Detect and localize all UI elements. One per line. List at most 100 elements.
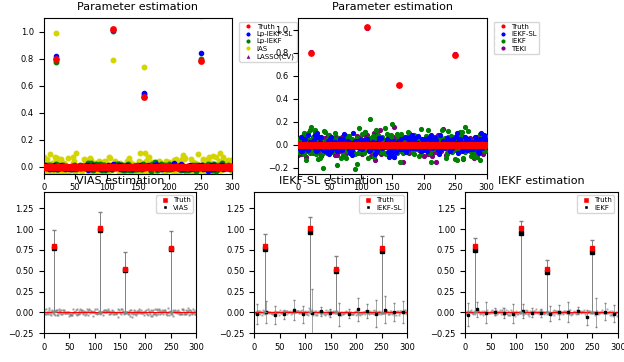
Point <box>163 309 173 315</box>
Point <box>213 164 223 170</box>
Point <box>585 310 595 316</box>
Point <box>165 164 175 170</box>
Point <box>326 142 336 148</box>
Point <box>565 310 575 316</box>
Point <box>70 164 80 170</box>
Point <box>154 164 164 170</box>
Point <box>468 311 478 317</box>
Point <box>55 163 65 169</box>
Point <box>394 142 404 147</box>
Point <box>124 164 134 170</box>
Point <box>208 164 218 170</box>
Point <box>144 154 154 160</box>
Point <box>209 161 219 167</box>
Point <box>316 310 326 316</box>
Point <box>180 156 190 161</box>
Point <box>343 146 353 151</box>
Point <box>457 142 467 148</box>
Point <box>324 140 334 146</box>
Point <box>164 312 174 318</box>
Point <box>344 142 354 148</box>
Point <box>356 148 366 154</box>
Point <box>75 164 85 170</box>
Point <box>69 164 79 170</box>
Point <box>46 312 56 318</box>
Point <box>57 165 67 171</box>
Point <box>306 143 316 149</box>
Point <box>329 310 339 315</box>
Point <box>157 164 167 170</box>
Point <box>142 164 152 169</box>
Point <box>308 312 318 317</box>
Point <box>144 165 154 171</box>
Point <box>423 127 433 132</box>
Point <box>402 129 412 135</box>
Point <box>187 169 197 175</box>
Point <box>82 162 92 168</box>
Point <box>174 164 184 170</box>
Point <box>212 154 222 160</box>
Point <box>305 305 314 311</box>
Point <box>124 165 134 171</box>
Point <box>97 309 107 315</box>
Point <box>105 164 115 170</box>
Point <box>179 163 189 169</box>
Point <box>358 142 368 148</box>
Point <box>334 144 344 150</box>
Point <box>540 310 550 316</box>
Point <box>59 165 69 171</box>
Point <box>300 142 310 148</box>
Point <box>95 161 105 167</box>
Point <box>573 310 583 315</box>
Point <box>153 164 163 170</box>
Point <box>527 309 537 315</box>
Point <box>97 165 107 171</box>
Point <box>298 134 308 140</box>
Point <box>159 171 169 177</box>
Point <box>301 141 311 147</box>
Point <box>190 166 200 172</box>
Point <box>436 148 446 153</box>
Point <box>130 165 140 171</box>
Point <box>57 307 67 313</box>
Point <box>455 140 465 146</box>
Point <box>477 148 487 154</box>
Point <box>480 142 490 148</box>
Point <box>324 309 334 315</box>
Point <box>441 152 451 158</box>
Point <box>223 158 233 164</box>
Point <box>52 312 62 317</box>
Point <box>183 165 193 171</box>
Point <box>66 167 76 172</box>
Point <box>371 310 381 316</box>
Point <box>147 161 157 167</box>
Point <box>82 306 92 312</box>
Point <box>67 164 77 170</box>
Point <box>366 309 376 315</box>
Point <box>378 143 388 149</box>
Point <box>105 164 115 170</box>
Point <box>480 136 490 142</box>
Point <box>444 143 454 149</box>
Point <box>427 135 437 141</box>
Point <box>114 165 124 171</box>
Point <box>122 164 132 170</box>
Point <box>422 142 432 148</box>
Point <box>218 165 228 171</box>
Point <box>59 164 69 170</box>
Point <box>192 165 202 171</box>
Point <box>168 167 178 172</box>
Point <box>162 164 172 169</box>
Point <box>140 164 150 170</box>
Point <box>39 164 49 170</box>
Point <box>509 311 519 317</box>
Point <box>187 165 197 171</box>
Point <box>467 142 477 148</box>
Point <box>369 311 379 317</box>
Point <box>551 309 561 315</box>
Point <box>345 310 355 315</box>
Point <box>193 163 203 168</box>
Point <box>364 143 374 148</box>
Point <box>414 142 424 148</box>
Point <box>352 142 362 148</box>
